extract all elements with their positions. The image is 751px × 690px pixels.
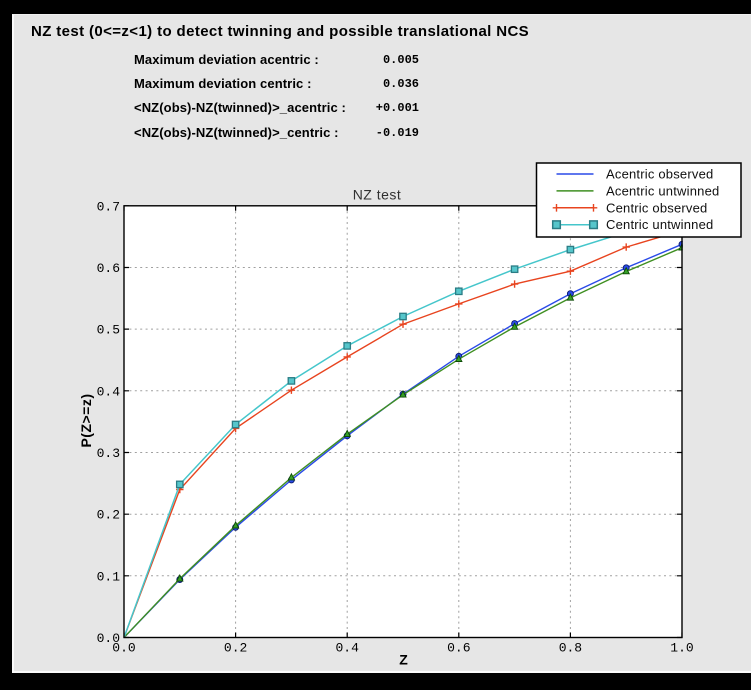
- svg-text:0.5: 0.5: [97, 323, 120, 338]
- svg-text:1.0: 1.0: [670, 641, 693, 656]
- svg-text:0.6: 0.6: [447, 641, 470, 656]
- svg-text:0.2: 0.2: [224, 641, 247, 656]
- svg-text:Centric observed: Centric observed: [606, 200, 707, 215]
- svg-text:0.1: 0.1: [97, 569, 121, 584]
- svg-text:0.0: 0.0: [112, 641, 135, 656]
- svg-text:0.8: 0.8: [559, 641, 582, 656]
- svg-text:0.7: 0.7: [97, 199, 120, 214]
- svg-text:0.6: 0.6: [97, 261, 120, 276]
- svg-text:Centric untwinned: Centric untwinned: [606, 217, 713, 232]
- svg-text:0.2: 0.2: [97, 508, 120, 523]
- svg-text:0.0: 0.0: [97, 631, 120, 646]
- svg-text:0.4: 0.4: [97, 384, 121, 399]
- svg-text:Acentric observed: Acentric observed: [606, 167, 713, 182]
- svg-text:0.3: 0.3: [97, 446, 120, 461]
- svg-text:0.4: 0.4: [335, 641, 359, 656]
- svg-text:Z: Z: [399, 652, 408, 668]
- svg-text:Acentric untwinned: Acentric untwinned: [606, 183, 719, 198]
- svg-text:NZ test: NZ test: [353, 187, 402, 203]
- svg-text:P(Z>=z): P(Z>=z): [78, 393, 94, 447]
